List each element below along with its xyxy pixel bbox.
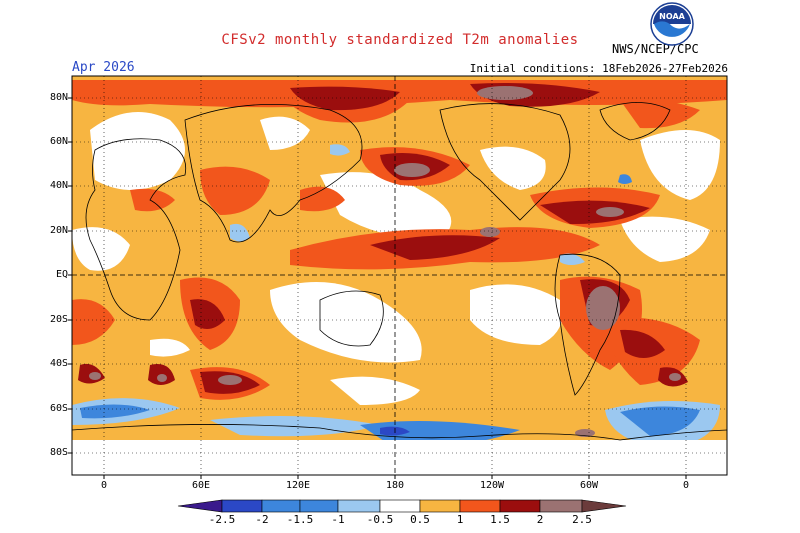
south-america-outline <box>554 253 621 396</box>
colorbar-label: -2.5 <box>208 513 236 526</box>
colorbar-swatch <box>379 499 421 513</box>
colorbar-swatch <box>299 499 339 513</box>
lat-label: 60N <box>49 136 68 147</box>
colorbar-swatch <box>261 499 301 513</box>
equator-dateline <box>72 76 727 475</box>
colorbar-label: 2.5 <box>572 513 592 526</box>
africa-europe-outline <box>85 138 187 321</box>
lat-label: EQ <box>55 269 68 280</box>
lat-label: 40S <box>49 358 68 369</box>
lat-label: 80S <box>49 447 68 458</box>
lat-label: 40N <box>49 180 68 191</box>
forecast-month: Apr 2026 <box>72 60 135 75</box>
lon-label: 120W <box>479 480 505 491</box>
greenland-outline <box>599 102 671 141</box>
colorbar-label: 0.5 <box>410 513 430 526</box>
noaa-logo-icon: NOAA <box>650 2 694 46</box>
colorbar-label: -2 <box>255 513 269 526</box>
extreme-warm-regions <box>89 86 681 437</box>
lat-label: 20S <box>49 314 68 325</box>
lat-label: 20N <box>49 225 68 236</box>
colorbar-swatch <box>337 499 381 513</box>
svg-text:NOAA: NOAA <box>659 12 685 21</box>
initial-conditions: Initial conditions: 18Feb2026-27Feb2026 <box>469 62 728 75</box>
colorbar-label: 1.5 <box>490 513 510 526</box>
colorbar-label: 1 <box>456 513 464 526</box>
agency-label: NWS/NCEP/CPC <box>612 42 699 56</box>
lon-label: 180 <box>385 480 405 491</box>
lon-label: 0 <box>100 480 108 491</box>
lat-label: 80N <box>49 92 68 103</box>
colorbar-swatch <box>419 499 461 513</box>
colorbar-swatch <box>459 499 501 513</box>
strong-warm-regions <box>78 83 688 394</box>
colorbar-swatch <box>177 499 223 513</box>
lon-label: 120E <box>285 480 311 491</box>
lon-label: 0 <box>682 480 690 491</box>
colorbar-swatch <box>539 499 583 513</box>
lon-label: 60W <box>579 480 599 491</box>
lat-label: 60S <box>49 403 68 414</box>
colorbar-swatch <box>499 499 541 513</box>
antarctica-outline <box>72 424 727 441</box>
chart-title: CFSv2 monthly standardized T2m anomalies <box>221 32 579 48</box>
australia-outline <box>319 290 384 347</box>
colorbar <box>177 499 627 513</box>
anomaly-field <box>72 76 727 475</box>
colorbar-label: 2 <box>536 513 544 526</box>
graticule <box>72 76 727 475</box>
colorbar-label: -1 <box>331 513 345 526</box>
colorbar-label: -0.5 <box>366 513 394 526</box>
axis-ticks <box>68 97 687 479</box>
colorbar-swatch <box>221 499 263 513</box>
lon-label: 60E <box>191 480 211 491</box>
colorbar-swatch <box>581 499 627 513</box>
colorbar-label: -1.5 <box>286 513 314 526</box>
north-america-outline <box>439 103 571 221</box>
neutral-regions <box>72 112 720 405</box>
